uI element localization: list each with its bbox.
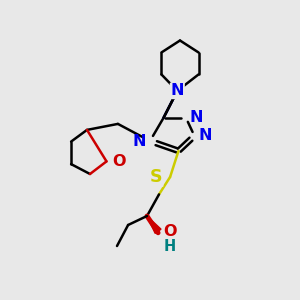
Polygon shape — [147, 216, 161, 233]
Text: H: H — [164, 239, 176, 254]
Text: N: N — [132, 134, 146, 148]
Text: O: O — [164, 224, 177, 239]
Text: S: S — [150, 168, 163, 186]
Text: N: N — [190, 110, 203, 125]
Text: N: N — [170, 83, 184, 98]
Text: O: O — [112, 154, 125, 169]
Text: N: N — [198, 128, 211, 143]
